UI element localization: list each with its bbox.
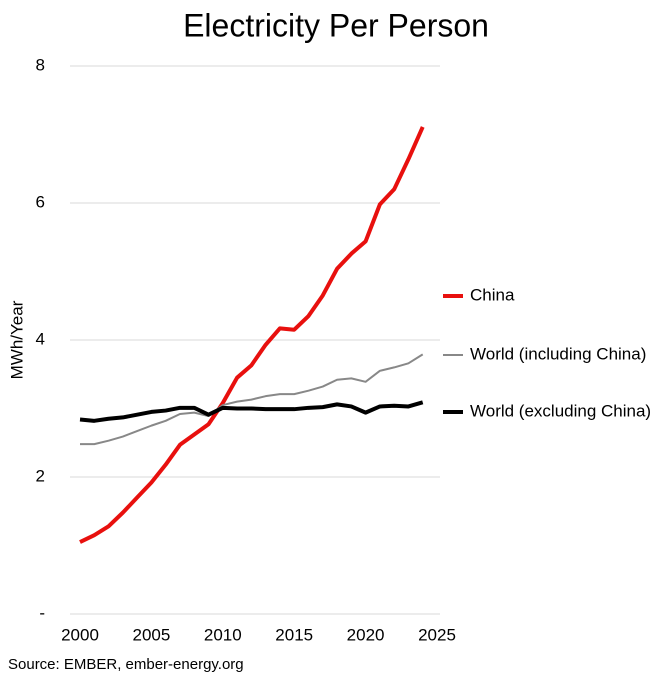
y-tick-label: 6 — [36, 192, 45, 211]
x-tick-label: 2025 — [418, 625, 456, 644]
y-tick-label: 4 — [36, 329, 45, 348]
y-axis-label: MWh/Year — [7, 300, 26, 379]
x-tick-label: 2000 — [61, 625, 99, 644]
source: Source: EMBER, ember-energy.org — [8, 656, 244, 673]
y-tick-label: 2 — [36, 466, 45, 485]
line-series — [79, 400, 424, 423]
legend-label: China — [470, 285, 515, 304]
y-tick-label: - — [39, 603, 45, 622]
line-series — [80, 353, 424, 446]
legend-label: World (excluding China) — [470, 401, 651, 420]
x-tick-label: 2010 — [204, 625, 242, 644]
legend-label: World (including China) — [470, 344, 646, 363]
line-series — [79, 126, 425, 544]
chart-title: Electricity Per Person — [183, 7, 489, 43]
x-tick-label: 2020 — [347, 625, 385, 644]
y-tick-label: 8 — [36, 55, 45, 74]
x-tick-label: 2015 — [275, 625, 313, 644]
x-tick-label: 2005 — [132, 625, 170, 644]
